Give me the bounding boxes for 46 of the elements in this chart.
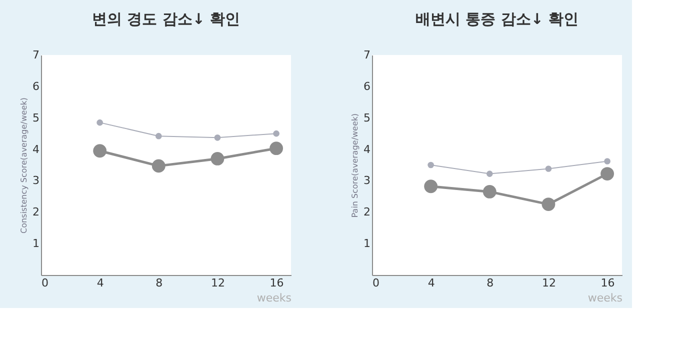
point xyxy=(96,119,103,126)
point xyxy=(486,170,493,177)
x-tick-label: 16 xyxy=(270,276,284,290)
point xyxy=(210,152,224,166)
x-axis-title: weeks xyxy=(256,292,292,304)
point xyxy=(152,159,166,173)
x-tick-label: 0 xyxy=(42,276,48,290)
x-tick-label: 8 xyxy=(156,276,163,290)
y-axis-title: Consistency Score(average/week) xyxy=(20,97,28,234)
y-tick-label: 6 xyxy=(364,80,370,93)
point xyxy=(273,130,280,137)
x-tick-label: 12 xyxy=(210,276,225,290)
point xyxy=(542,198,556,211)
point xyxy=(155,132,162,140)
y-axis-title: Pain Score(average/week) xyxy=(350,113,360,218)
x-axis-title: weeks xyxy=(588,292,623,304)
y-tick-label: 7 xyxy=(32,48,40,62)
y-tick-label: 5 xyxy=(32,111,40,124)
x-tick-label: 12 xyxy=(542,276,556,290)
y-tick-label: 4 xyxy=(32,142,40,156)
y-tick-label: 3 xyxy=(32,174,40,188)
point xyxy=(600,167,614,180)
y-tick-label: 2 xyxy=(32,206,40,219)
x-tick-label: 8 xyxy=(486,276,494,290)
y-tick-label: 3 xyxy=(364,174,370,188)
x-tick-label: 16 xyxy=(600,276,615,290)
point xyxy=(545,166,552,172)
y-tick-label: 6 xyxy=(32,80,40,93)
y-tick-label: 4 xyxy=(364,142,370,156)
point xyxy=(424,180,438,194)
chart-title: 배변시 통증 감소↓ 확인 xyxy=(415,10,579,28)
y-tick-label: 2 xyxy=(364,206,370,219)
chart-title: 변의 경도 감소↓ 확인 xyxy=(92,10,240,28)
x-tick-label: 4 xyxy=(96,276,104,290)
point xyxy=(214,134,221,141)
point xyxy=(482,185,496,198)
y-tick-label: 5 xyxy=(364,111,370,124)
y-tick-label: 1 xyxy=(32,237,40,250)
y-tick-label: 7 xyxy=(364,48,370,62)
x-tick-label: 0 xyxy=(372,276,380,290)
point xyxy=(270,142,283,156)
x-tick-label: 4 xyxy=(428,276,435,290)
y-tick-label: 1 xyxy=(364,237,370,250)
point xyxy=(604,158,610,164)
point xyxy=(428,162,434,168)
point xyxy=(93,144,107,158)
